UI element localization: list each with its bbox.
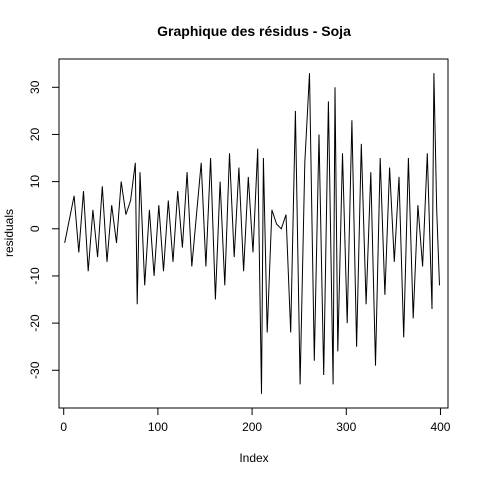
x-axis-label: Index <box>239 451 268 465</box>
y-tick-label-6: 30 <box>28 80 42 94</box>
y-tick-label-4: 10 <box>28 175 42 189</box>
y-tick-label-5: 20 <box>28 127 42 141</box>
y-tick-label-2: -10 <box>28 267 42 285</box>
y-tick-label-3: 0 <box>28 225 42 232</box>
residual-series-line <box>64 73 440 394</box>
x-tick-label-0: 0 <box>60 420 67 434</box>
y-axis: -30 -20 -10 0 10 20 30 <box>28 80 60 379</box>
y-tick-label-1: -20 <box>28 314 42 332</box>
x-tick-label-2: 200 <box>242 420 262 434</box>
y-axis-label: residuals <box>2 209 16 257</box>
chart-title: Graphique des résidus - Soja <box>157 23 351 39</box>
x-tick-label-1: 100 <box>148 420 168 434</box>
y-tick-label-0: -30 <box>28 361 42 379</box>
x-tick-label-3: 300 <box>336 420 356 434</box>
x-axis: 0 100 200 300 400 <box>60 407 451 434</box>
x-tick-label-4: 400 <box>430 420 450 434</box>
